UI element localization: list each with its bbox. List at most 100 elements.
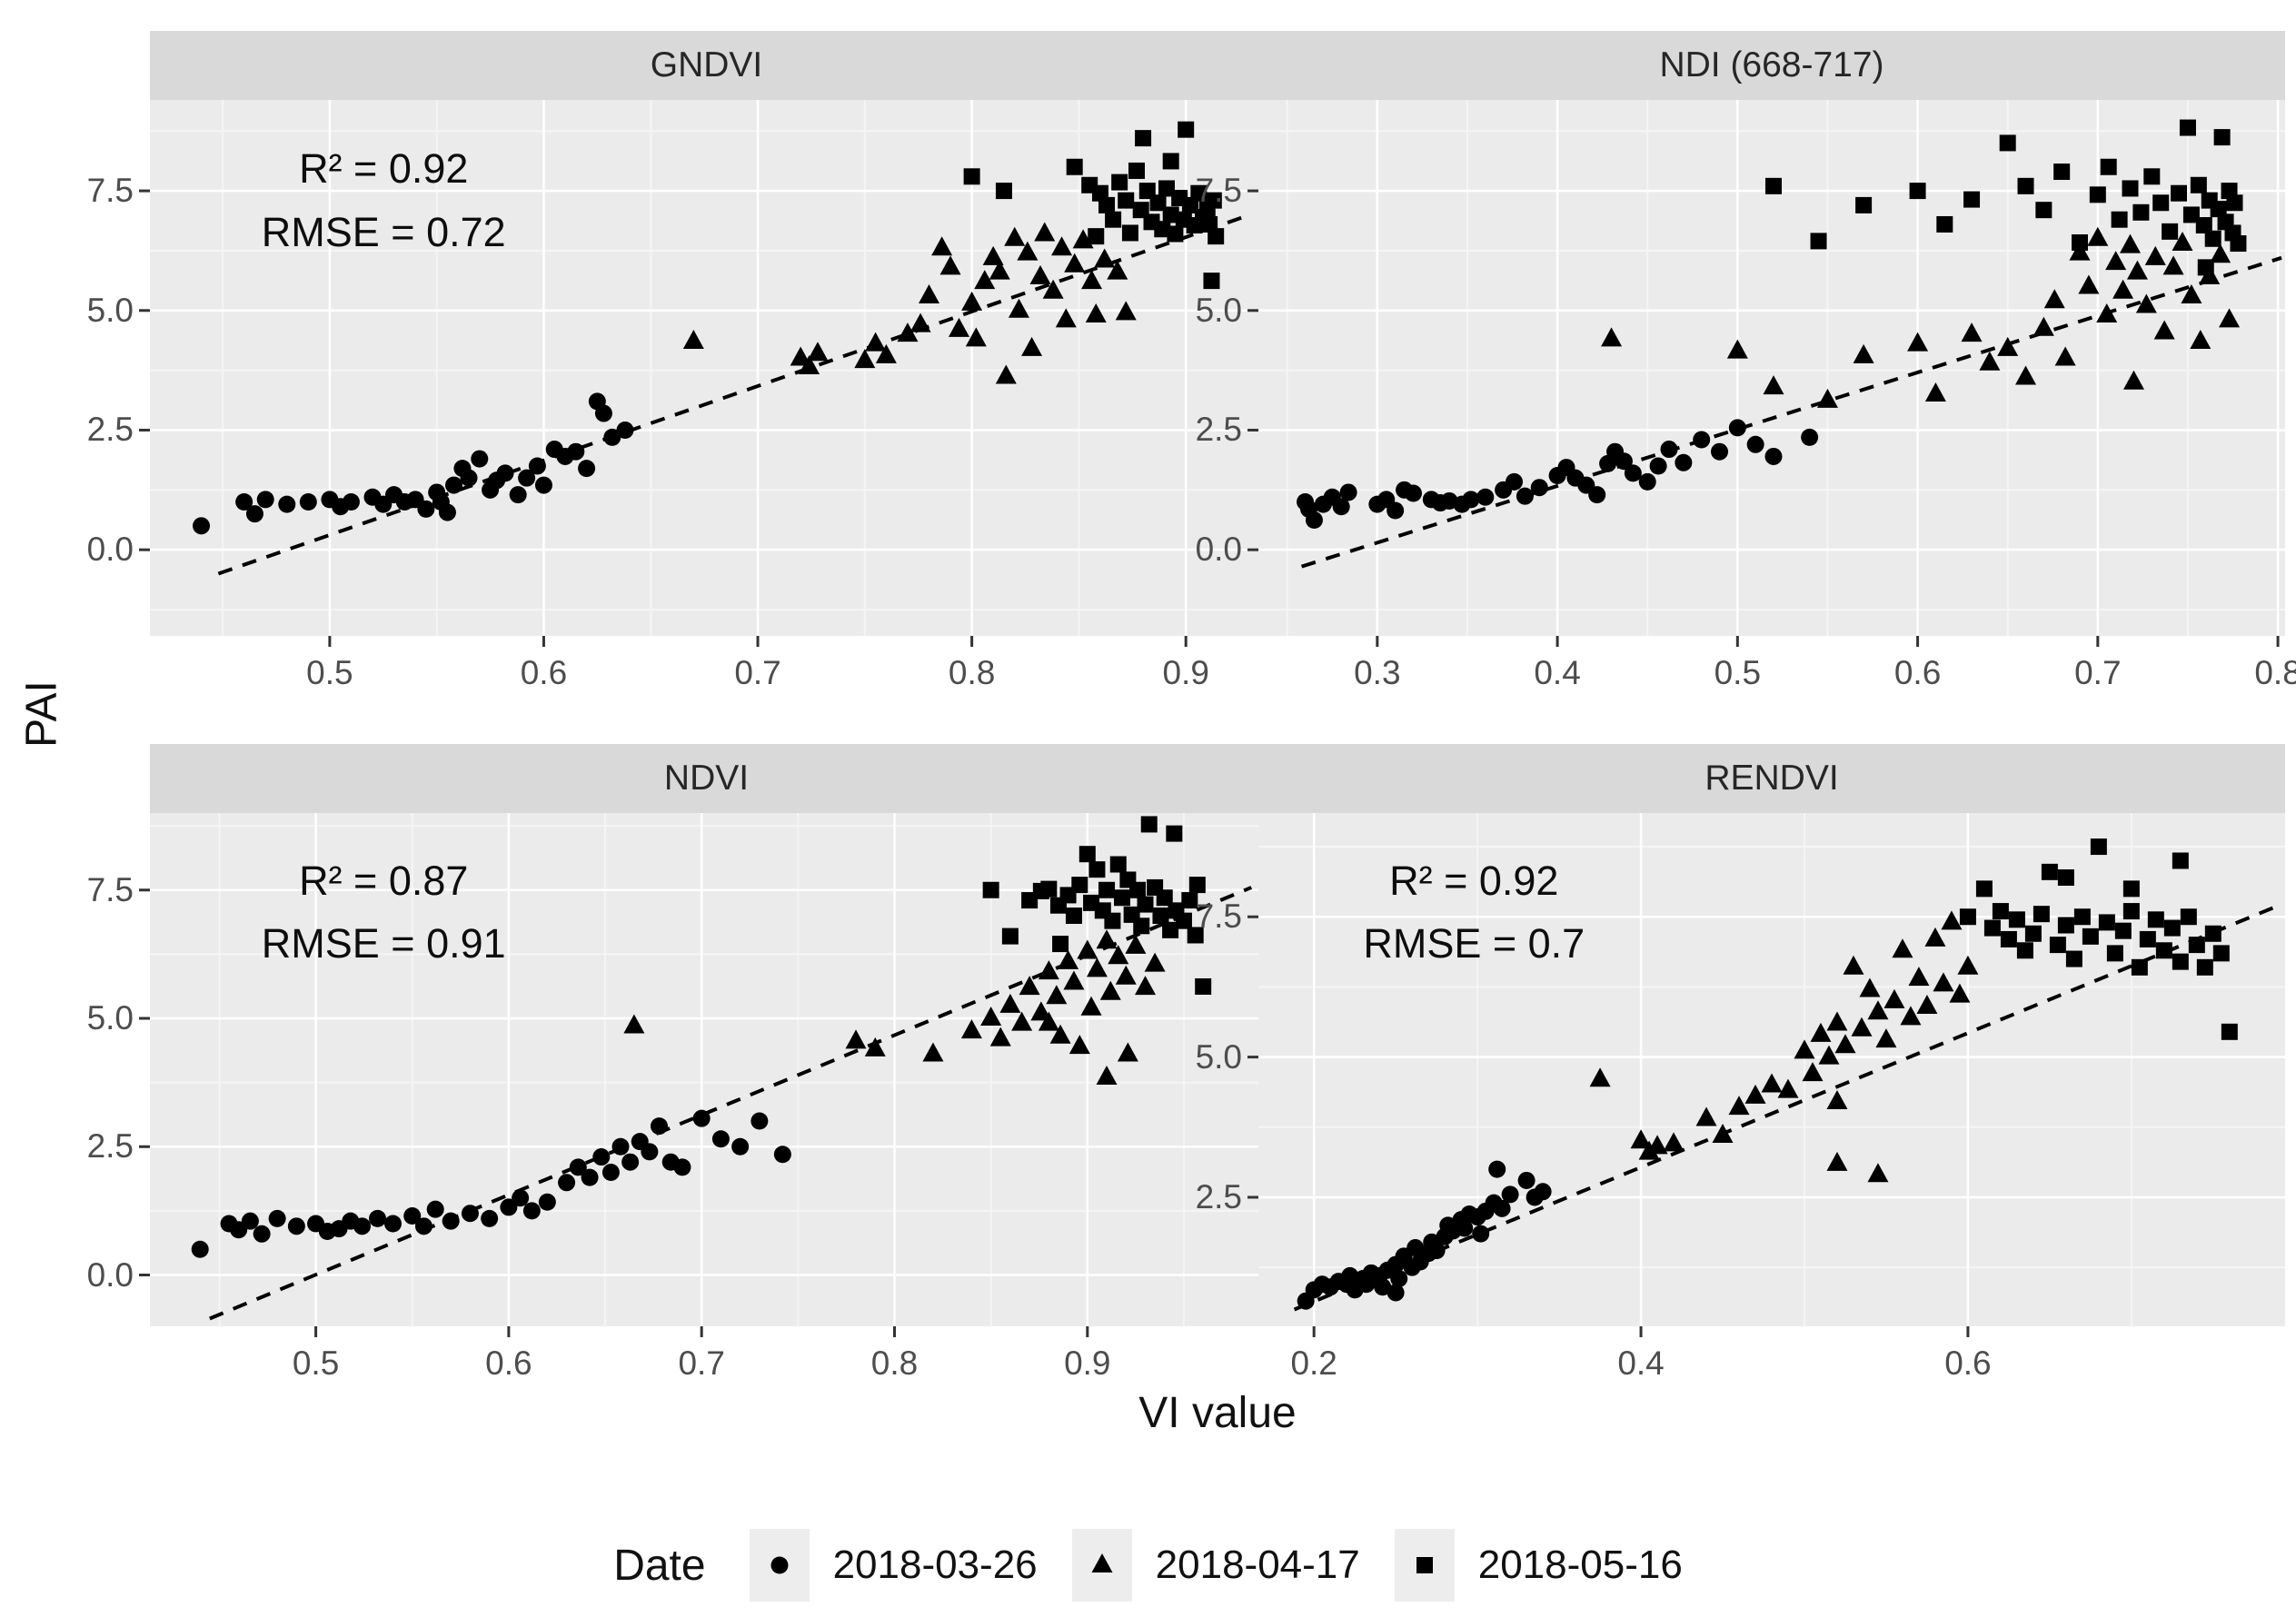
square-point: [1188, 877, 1206, 894]
panel-strip-rendvi: RENDVI: [1258, 744, 2285, 813]
square-point: [2188, 937, 2205, 954]
triangle-point: [1115, 965, 1137, 985]
triangle-point: [1853, 343, 1874, 363]
circle-point: [616, 421, 634, 439]
x-tick-label: 0.7: [678, 1344, 725, 1382]
x-tick-label: 0.4: [1617, 1344, 1665, 1382]
triangle-point: [1900, 1006, 1922, 1026]
triangle-point: [864, 1037, 886, 1057]
circle-point: [253, 1225, 271, 1243]
triangle-point: [1086, 957, 1108, 977]
square-point: [2197, 259, 2214, 276]
stats-annotation: R² = 0.92 RMSE = 0.7: [1299, 849, 1648, 977]
circle-point: [268, 1209, 286, 1227]
circle-point: [1472, 1225, 1490, 1243]
triangle-point: [1997, 336, 2019, 356]
square-point: [2139, 930, 2156, 947]
square-point: [2065, 950, 2082, 967]
triangle-point: [1826, 1011, 1848, 1031]
circle-point: [481, 1209, 499, 1227]
square-point: [2017, 177, 2034, 194]
triangle-point: [1663, 1132, 1685, 1152]
triangle-point: [1957, 955, 1979, 975]
circle-point: [673, 1158, 691, 1176]
triangle-point: [1843, 955, 1864, 975]
stats-annotation: R² = 0.87 RMSE = 0.91: [194, 849, 573, 977]
triangle-point: [1081, 270, 1103, 290]
square-point: [1158, 180, 1175, 197]
square-point: [2210, 201, 2227, 218]
circle-point: [193, 517, 211, 535]
square-point: [2008, 911, 2025, 928]
triangle-point: [1055, 308, 1077, 328]
triangle-point: [1051, 236, 1073, 256]
circle-point: [1341, 1266, 1359, 1285]
triangle-point: [1042, 279, 1064, 299]
square-point: [1936, 215, 1953, 233]
x-tick-label: 0.8: [948, 654, 996, 691]
square-point: [1181, 892, 1198, 909]
triangle-point: [1094, 248, 1116, 268]
square-point: [2143, 168, 2161, 185]
triangle-point: [1834, 1034, 1856, 1054]
square-point: [2072, 233, 2088, 251]
square-point: [1205, 192, 1222, 209]
circle-point: [1638, 472, 1656, 491]
circle-point: [417, 500, 435, 518]
triangle-point: [2087, 226, 2109, 246]
triangle-point: [1004, 226, 1026, 246]
y-tick-label: 5.0: [1195, 1037, 1242, 1076]
triangle-point: [960, 1019, 982, 1039]
legend-key-triangle: [1071, 1529, 1132, 1602]
y-tick-label: 5.0: [86, 999, 134, 1037]
y-tick-label: 0.0: [86, 1255, 134, 1294]
triangle-point: [1134, 976, 1156, 996]
triangle-point: [2153, 320, 2175, 340]
triangle-point: [1949, 983, 1971, 1003]
square-point: [1129, 881, 1147, 898]
circle-point: [1488, 1160, 1506, 1178]
triangle-point: [1068, 1035, 1090, 1055]
legend-label: 2018-03-26: [832, 1543, 1038, 1587]
circle-point: [641, 1143, 659, 1161]
square-point: [2000, 930, 2017, 947]
triangle-point: [1728, 1096, 1750, 1116]
triangle-point: [1859, 977, 1881, 997]
square-point: [2053, 164, 2071, 181]
square-point: [1190, 184, 1208, 202]
triangle-point: [623, 1014, 645, 1034]
square-point: [2162, 223, 2179, 240]
triangle-point: [1080, 996, 1102, 1016]
square-point: [2057, 917, 2074, 934]
x-tick-label: 0.7: [2074, 654, 2122, 691]
panel-rendvi: RENDVI R² = 0.92 RMSE = 0.7 0.2 0.4 0.6 2.5…: [1196, 744, 2285, 1382]
triangle-point: [1916, 995, 1938, 1015]
square-point: [2016, 942, 2033, 959]
triangle-point: [2126, 260, 2148, 280]
square-point: [1999, 134, 2016, 152]
square-point: [1118, 192, 1135, 209]
square-point: [1065, 908, 1082, 924]
x-tick-label: 0.7: [734, 654, 781, 691]
circle-point: [750, 1112, 769, 1130]
panel-title: GNDVI: [650, 45, 763, 84]
triangle-point: [995, 364, 1017, 384]
triangle-point: [1589, 1067, 1611, 1087]
square-point: [1764, 177, 1782, 194]
square-point: [1203, 273, 1220, 290]
circle-point: [1305, 511, 1323, 530]
rmse-text: RMSE = 0.7: [1363, 920, 1585, 967]
triangle-point: [1096, 1065, 1118, 1085]
circle-point: [509, 486, 527, 504]
square-point: [2024, 925, 2042, 942]
panel-strip-gndvi: GNDVI: [150, 31, 1263, 100]
triangle-point: [974, 270, 996, 290]
legend-item: 2018-03-26: [749, 1529, 1038, 1602]
triangle-point: [2105, 251, 2127, 271]
circle-point: [1493, 1199, 1511, 1217]
square-point: [2049, 937, 2066, 954]
square-point: [2114, 922, 2132, 939]
triangle-point: [922, 1042, 944, 1062]
square-point: [1855, 196, 1873, 213]
